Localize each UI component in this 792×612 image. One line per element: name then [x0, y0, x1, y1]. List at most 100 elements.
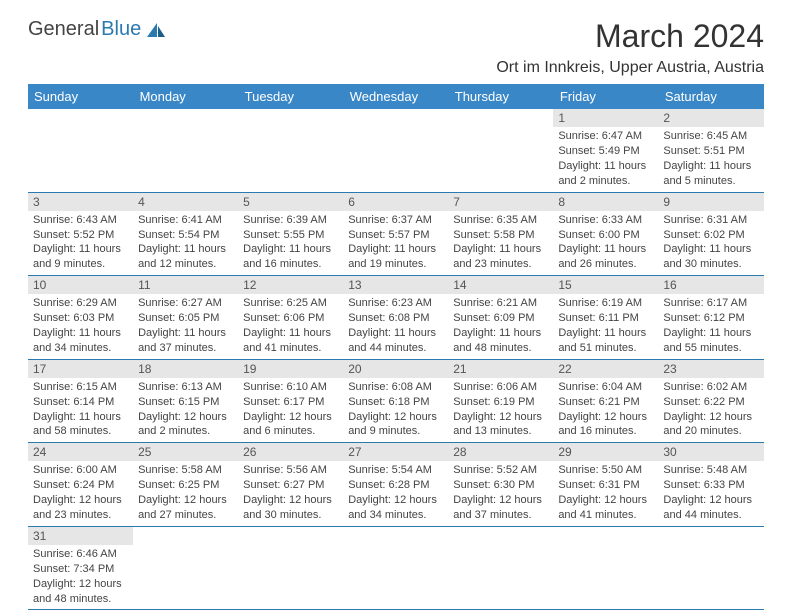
day-number: 25 — [133, 443, 238, 461]
day-line: and 12 minutes. — [138, 257, 233, 272]
calendar-cell: 16Sunrise: 6:17 AMSunset: 6:12 PMDayligh… — [658, 276, 763, 360]
day-line: Sunset: 5:58 PM — [453, 228, 548, 243]
day-body: Sunrise: 6:33 AMSunset: 6:00 PMDaylight:… — [553, 211, 658, 275]
day-line: and 44 minutes. — [663, 508, 758, 523]
calendar-cell — [343, 109, 448, 192]
day-header: Saturday — [658, 84, 763, 109]
day-line: Sunset: 6:06 PM — [243, 311, 338, 326]
day-line: and 23 minutes. — [33, 508, 128, 523]
day-header: Wednesday — [343, 84, 448, 109]
calendar-cell: 7Sunrise: 6:35 AMSunset: 5:58 PMDaylight… — [448, 192, 553, 276]
day-line: and 5 minutes. — [663, 174, 758, 189]
day-line: and 9 minutes. — [348, 424, 443, 439]
calendar-cell: 22Sunrise: 6:04 AMSunset: 6:21 PMDayligh… — [553, 359, 658, 443]
day-body: Sunrise: 6:43 AMSunset: 5:52 PMDaylight:… — [28, 211, 133, 275]
day-line: and 58 minutes. — [33, 424, 128, 439]
day-line: Daylight: 12 hours — [558, 493, 653, 508]
day-line: Daylight: 11 hours — [243, 242, 338, 257]
day-line: Sunrise: 5:54 AM — [348, 463, 443, 478]
day-number: 12 — [238, 276, 343, 294]
calendar-cell: 29Sunrise: 5:50 AMSunset: 6:31 PMDayligh… — [553, 443, 658, 527]
calendar-cell — [658, 526, 763, 610]
location: Ort im Innkreis, Upper Austria, Austria — [496, 59, 764, 77]
day-line: Daylight: 12 hours — [33, 493, 128, 508]
day-line: Sunrise: 6:45 AM — [663, 129, 758, 144]
brand-part2: Blue — [101, 18, 141, 41]
day-line: Daylight: 11 hours — [138, 242, 233, 257]
day-line: and 2 minutes. — [138, 424, 233, 439]
day-number: 8 — [553, 193, 658, 211]
day-body: Sunrise: 6:08 AMSunset: 6:18 PMDaylight:… — [343, 378, 448, 442]
calendar-cell: 23Sunrise: 6:02 AMSunset: 6:22 PMDayligh… — [658, 359, 763, 443]
day-number: 27 — [343, 443, 448, 461]
day-line: Sunset: 6:17 PM — [243, 395, 338, 410]
day-line: Daylight: 11 hours — [558, 159, 653, 174]
day-line: Sunset: 6:14 PM — [33, 395, 128, 410]
day-number: 14 — [448, 276, 553, 294]
day-header: Monday — [133, 84, 238, 109]
day-number: 20 — [343, 360, 448, 378]
day-line: and 48 minutes. — [453, 341, 548, 356]
day-line: Sunrise: 6:46 AM — [33, 547, 128, 562]
day-line: Sunset: 6:27 PM — [243, 478, 338, 493]
day-line: Sunrise: 6:47 AM — [558, 129, 653, 144]
day-line: Sunrise: 6:39 AM — [243, 213, 338, 228]
calendar-cell: 13Sunrise: 6:23 AMSunset: 6:08 PMDayligh… — [343, 276, 448, 360]
day-line: and 51 minutes. — [558, 341, 653, 356]
day-number: 5 — [238, 193, 343, 211]
day-line: Sunset: 6:12 PM — [663, 311, 758, 326]
calendar-cell: 11Sunrise: 6:27 AMSunset: 6:05 PMDayligh… — [133, 276, 238, 360]
day-line: Daylight: 12 hours — [453, 410, 548, 425]
day-line: Daylight: 11 hours — [138, 326, 233, 341]
day-line: Sunrise: 5:52 AM — [453, 463, 548, 478]
day-line: Sunset: 6:08 PM — [348, 311, 443, 326]
day-number: 23 — [658, 360, 763, 378]
day-body: Sunrise: 6:23 AMSunset: 6:08 PMDaylight:… — [343, 294, 448, 358]
day-body: Sunrise: 6:02 AMSunset: 6:22 PMDaylight:… — [658, 378, 763, 442]
day-line: Sunrise: 5:50 AM — [558, 463, 653, 478]
day-line: Daylight: 11 hours — [453, 242, 548, 257]
day-line: Sunrise: 6:41 AM — [138, 213, 233, 228]
day-line: and 9 minutes. — [33, 257, 128, 272]
day-line: and 27 minutes. — [138, 508, 233, 523]
day-number: 24 — [28, 443, 133, 461]
day-body: Sunrise: 6:17 AMSunset: 6:12 PMDaylight:… — [658, 294, 763, 358]
day-line: and 20 minutes. — [663, 424, 758, 439]
calendar-table: SundayMondayTuesdayWednesdayThursdayFrid… — [28, 84, 764, 610]
day-line: and 30 minutes. — [663, 257, 758, 272]
calendar-cell: 4Sunrise: 6:41 AMSunset: 5:54 PMDaylight… — [133, 192, 238, 276]
calendar-cell: 30Sunrise: 5:48 AMSunset: 6:33 PMDayligh… — [658, 443, 763, 527]
day-body: Sunrise: 6:35 AMSunset: 5:58 PMDaylight:… — [448, 211, 553, 275]
day-number: 28 — [448, 443, 553, 461]
day-line: Sunset: 5:55 PM — [243, 228, 338, 243]
day-body: Sunrise: 5:54 AMSunset: 6:28 PMDaylight:… — [343, 461, 448, 525]
day-line: Sunset: 6:15 PM — [138, 395, 233, 410]
day-line: Sunset: 7:34 PM — [33, 562, 128, 577]
calendar-cell: 26Sunrise: 5:56 AMSunset: 6:27 PMDayligh… — [238, 443, 343, 527]
calendar-cell — [238, 526, 343, 610]
day-line: Sunset: 6:19 PM — [453, 395, 548, 410]
calendar-cell: 12Sunrise: 6:25 AMSunset: 6:06 PMDayligh… — [238, 276, 343, 360]
calendar-body: 1Sunrise: 6:47 AMSunset: 5:49 PMDaylight… — [28, 109, 764, 610]
day-line: and 34 minutes. — [33, 341, 128, 356]
day-line: Sunrise: 6:29 AM — [33, 296, 128, 311]
day-line: Sunset: 6:28 PM — [348, 478, 443, 493]
day-number: 16 — [658, 276, 763, 294]
day-line: Sunrise: 6:04 AM — [558, 380, 653, 395]
day-line: Sunrise: 5:58 AM — [138, 463, 233, 478]
calendar-cell — [553, 526, 658, 610]
day-number: 30 — [658, 443, 763, 461]
day-number: 3 — [28, 193, 133, 211]
day-line: Sunset: 5:57 PM — [348, 228, 443, 243]
day-line: Sunrise: 6:27 AM — [138, 296, 233, 311]
day-line: Daylight: 12 hours — [138, 410, 233, 425]
calendar-cell: 8Sunrise: 6:33 AMSunset: 6:00 PMDaylight… — [553, 192, 658, 276]
day-header: Thursday — [448, 84, 553, 109]
calendar-cell: 3Sunrise: 6:43 AMSunset: 5:52 PMDaylight… — [28, 192, 133, 276]
day-line: Sunset: 6:00 PM — [558, 228, 653, 243]
day-line: Daylight: 11 hours — [558, 242, 653, 257]
calendar-cell: 27Sunrise: 5:54 AMSunset: 6:28 PMDayligh… — [343, 443, 448, 527]
day-header: Tuesday — [238, 84, 343, 109]
calendar-cell: 9Sunrise: 6:31 AMSunset: 6:02 PMDaylight… — [658, 192, 763, 276]
day-line: and 16 minutes. — [243, 257, 338, 272]
